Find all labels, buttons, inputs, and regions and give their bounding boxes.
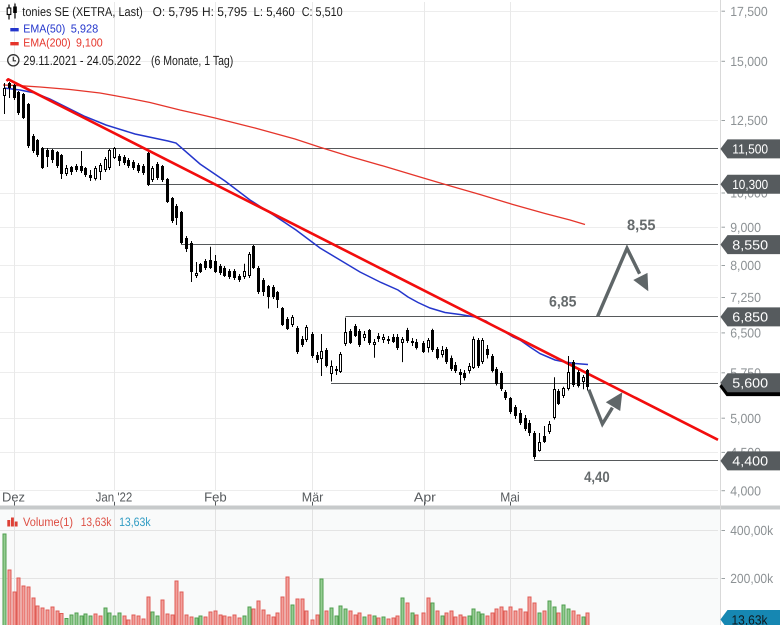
svg-text:13,63k: 13,63k (732, 613, 768, 625)
svg-text:Dez: Dez (2, 489, 25, 504)
svg-text:15,000: 15,000 (730, 54, 768, 69)
svg-text:5,000: 5,000 (730, 411, 761, 426)
svg-text:200,00k: 200,00k (730, 571, 773, 586)
svg-text:O: 5,795: O: 5,795 (153, 4, 199, 19)
svg-text:4,000: 4,000 (730, 483, 761, 498)
svg-text:5,600: 5,600 (732, 376, 768, 391)
svg-text:Apr: Apr (414, 489, 437, 504)
svg-text:12,500: 12,500 (730, 113, 768, 128)
svg-text:Mai: Mai (500, 489, 519, 504)
svg-text:5,928: 5,928 (71, 23, 99, 36)
svg-text:9,100: 9,100 (76, 37, 103, 50)
svg-text:Feb: Feb (204, 489, 227, 504)
svg-text:11,500: 11,500 (732, 142, 768, 157)
svg-text:4,400: 4,400 (732, 454, 768, 469)
svg-text:9,000: 9,000 (730, 220, 761, 235)
svg-text:8,000: 8,000 (730, 258, 761, 273)
svg-text:8,550: 8,550 (732, 237, 768, 252)
svg-text:17,500: 17,500 (730, 4, 768, 19)
svg-text:400,00k: 400,00k (730, 523, 773, 538)
svg-text:8,55: 8,55 (627, 217, 656, 234)
svg-text:6,850: 6,850 (732, 310, 768, 325)
svg-text:H: 5,795: H: 5,795 (202, 4, 247, 19)
svg-text:29.11.2021 - 24.05.2022: 29.11.2021 - 24.05.2022 (23, 53, 141, 68)
svg-text:EMA(200): EMA(200) (23, 37, 71, 50)
svg-text:(6 Monate, 1 Tag): (6 Monate, 1 Tag) (151, 53, 233, 68)
svg-text:Mär: Mär (302, 489, 324, 504)
svg-text:L: 5,460: L: 5,460 (254, 4, 295, 19)
svg-text:6,85: 6,85 (549, 293, 577, 310)
svg-text:10,300: 10,300 (732, 177, 768, 192)
svg-text:13,63k: 13,63k (81, 515, 112, 529)
svg-text:4,40: 4,40 (584, 469, 610, 486)
svg-text:6,500: 6,500 (730, 326, 761, 341)
svg-text:7,250: 7,250 (730, 290, 761, 305)
svg-text:tonies SE (XETRA, Last): tonies SE (XETRA, Last) (22, 4, 143, 19)
svg-text:Jan '22: Jan '22 (96, 489, 133, 504)
svg-text:C: 5,510: C: 5,510 (302, 4, 343, 19)
svg-text:Volume(1): Volume(1) (23, 515, 73, 529)
svg-text:13,63k: 13,63k (119, 515, 151, 529)
svg-text:EMA(50): EMA(50) (23, 23, 65, 36)
